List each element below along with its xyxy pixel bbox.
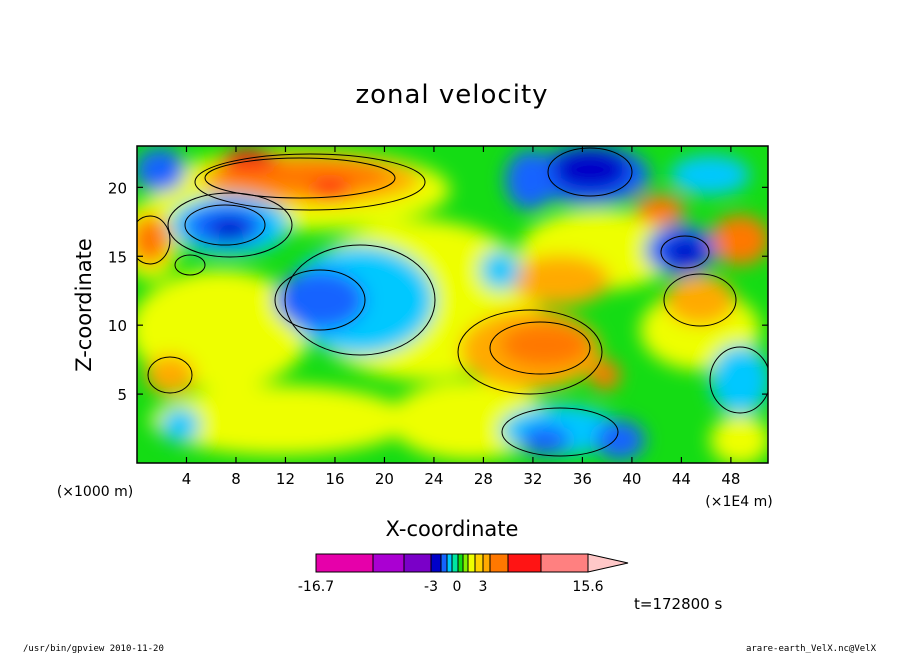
colorbar-label: 0 bbox=[453, 579, 462, 595]
colorbar-label: -16.7 bbox=[298, 579, 334, 595]
colorbar-swatch bbox=[467, 553, 476, 573]
colorbar-arrow bbox=[587, 553, 629, 573]
x-tick-label: 20 bbox=[375, 470, 394, 488]
x-tick-label: 12 bbox=[276, 470, 295, 488]
plot-frame bbox=[136, 145, 769, 464]
time-label: t=172800 s bbox=[634, 595, 722, 613]
chart-title: zonal velocity bbox=[355, 80, 548, 110]
heatmap-field bbox=[137, 146, 768, 463]
colorbar-swatch bbox=[482, 553, 491, 573]
x-tick-label: 36 bbox=[573, 470, 592, 488]
colorbar-labels: -16.7 -3 0 3 15.6 bbox=[298, 579, 604, 595]
colorbar-swatch bbox=[372, 553, 405, 573]
x-tick-label: 8 bbox=[231, 470, 241, 488]
colorbar-swatch bbox=[403, 553, 432, 573]
y-axis: 5 10 15 20 bbox=[108, 179, 768, 404]
x-tick-label: 4 bbox=[182, 470, 192, 488]
colorbar-swatch bbox=[474, 553, 484, 573]
x-tick-label: 48 bbox=[721, 470, 740, 488]
footer-right: arare-earth_VelX.nc@VelX bbox=[746, 644, 877, 654]
x-axis: 4 8 12 16 20 24 28 32 36 40 44 48 bbox=[182, 146, 740, 488]
colorbar-label: 3 bbox=[479, 579, 488, 595]
x-axis-label: X-coordinate bbox=[386, 517, 519, 541]
colorbar-swatch bbox=[462, 553, 469, 573]
footer-left: /usr/bin/gpview 2010-11-20 bbox=[23, 644, 164, 654]
colorbar-label: -3 bbox=[424, 579, 438, 595]
colorbar-label: 15.6 bbox=[572, 579, 603, 595]
x-axis-unit: (×1E4 m) bbox=[705, 494, 772, 510]
colorbar-swatch bbox=[457, 553, 464, 573]
x-tick-label: 28 bbox=[474, 470, 493, 488]
y-tick-label: 10 bbox=[108, 317, 127, 335]
x-tick-label: 24 bbox=[424, 470, 443, 488]
colorbar-swatch bbox=[451, 553, 459, 573]
x-tick-label: 44 bbox=[672, 470, 691, 488]
colorbar-swatch bbox=[440, 553, 448, 573]
colorbar-swatch bbox=[446, 553, 453, 573]
colorbar-swatch bbox=[430, 553, 442, 573]
y-axis-unit: (×1000 m) bbox=[57, 484, 133, 500]
colorbar-swatch bbox=[507, 553, 542, 573]
y-tick-label: 20 bbox=[108, 179, 127, 197]
x-tick-label: 32 bbox=[523, 470, 542, 488]
x-tick-label: 16 bbox=[325, 470, 344, 488]
y-axis-label: Z-coordinate bbox=[72, 238, 96, 372]
x-tick-label: 40 bbox=[622, 470, 641, 488]
colorbar-swatch bbox=[315, 553, 374, 573]
y-tick-label: 15 bbox=[108, 248, 127, 266]
colorbar bbox=[315, 553, 629, 573]
colorbar-swatch bbox=[489, 553, 509, 573]
y-tick-label: 5 bbox=[117, 386, 127, 404]
colorbar-swatch bbox=[540, 553, 589, 573]
